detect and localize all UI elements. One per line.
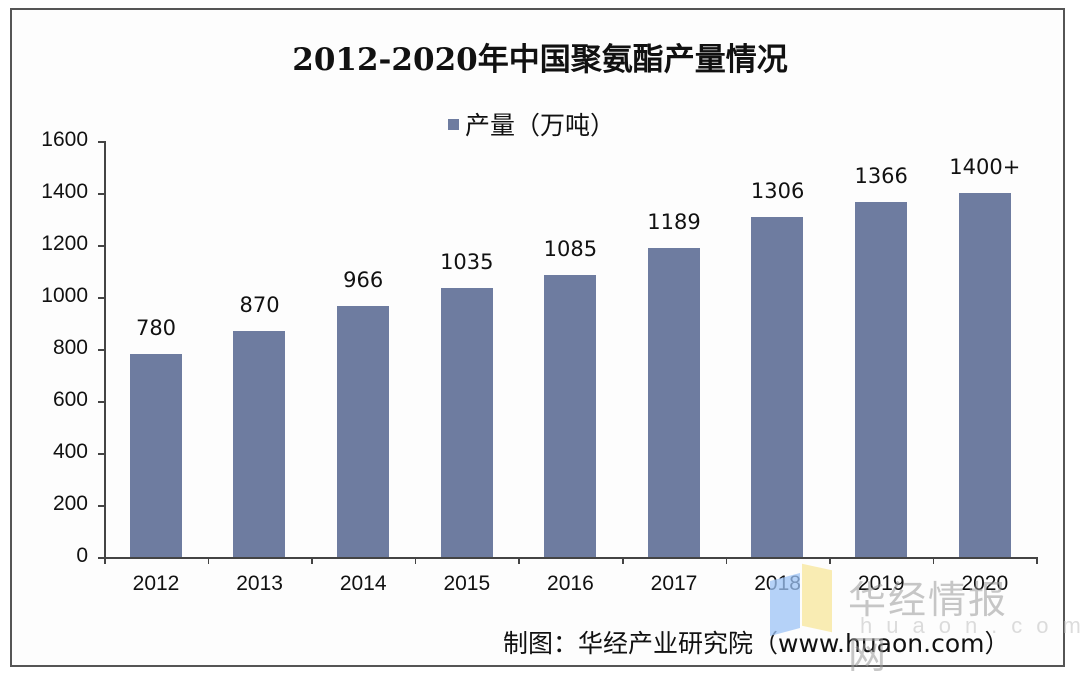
x-tick-label: 2017 <box>650 572 698 595</box>
x-tick <box>207 557 210 564</box>
y-axis <box>104 141 106 558</box>
y-tick <box>98 453 104 455</box>
y-tick <box>98 245 104 247</box>
x-tick <box>725 557 728 564</box>
x-tick-label: 2012 <box>132 572 180 595</box>
y-tick <box>98 193 104 195</box>
legend: 产量（万吨） <box>448 106 615 142</box>
data-label: 1306 <box>750 179 805 204</box>
y-tick <box>98 141 104 143</box>
data-label: 1035 <box>440 249 494 274</box>
bar-2013 <box>233 330 286 557</box>
data-label: 1189 <box>647 209 701 234</box>
x-tick-label: 2014 <box>339 572 387 595</box>
bar-2018 <box>751 217 804 557</box>
x-tick-label: 2018 <box>754 572 801 595</box>
y-tick-label: 400 <box>52 440 88 463</box>
data-label: 1400+ <box>949 155 1021 179</box>
y-tick-label: 600 <box>52 388 88 411</box>
x-tick-label: 2015 <box>443 572 491 595</box>
x-tick <box>829 557 831 564</box>
bar-2015 <box>440 287 493 557</box>
bar-2020 <box>958 193 1011 557</box>
y-tick <box>98 557 104 559</box>
data-label: 1366 <box>854 163 908 188</box>
x-tick-label: 2019 <box>857 572 905 595</box>
x-tick <box>932 557 935 564</box>
x-tick <box>104 557 106 564</box>
y-tick <box>98 297 104 299</box>
data-label: 966 <box>343 267 384 292</box>
chart-title: 2012-2020年中国聚氨酯产量情况 <box>292 42 788 78</box>
y-tick <box>98 401 104 403</box>
x-tick-label: 2013 <box>236 572 283 595</box>
y-tick-label: 0 <box>76 544 88 567</box>
x-tick <box>518 557 520 564</box>
data-label: 1085 <box>543 236 598 261</box>
legend-label: 产量（万吨） <box>465 111 616 140</box>
x-tick <box>622 557 624 564</box>
y-tick-label: 1000 <box>41 284 88 307</box>
x-tick-label: 2016 <box>547 572 594 595</box>
source-note: 制图：华经产业研究院（www.huaon.com） <box>503 629 1010 658</box>
x-tick <box>1036 557 1038 564</box>
bar-2012 <box>129 354 182 557</box>
y-tick-label: 1600 <box>41 128 88 151</box>
bar-2017 <box>647 247 700 557</box>
legend-swatch <box>448 118 459 130</box>
bar-2014 <box>337 305 389 557</box>
y-tick <box>98 505 104 507</box>
y-tick <box>98 349 104 351</box>
x-axis <box>98 557 1036 559</box>
y-tick-label: 800 <box>52 336 88 359</box>
y-tick-label: 200 <box>52 492 88 515</box>
data-label: 870 <box>239 292 280 317</box>
x-tick <box>311 557 313 564</box>
x-tick-label: 2020 <box>961 572 1009 595</box>
bar-2019 <box>855 201 907 557</box>
y-tick-label: 1200 <box>41 232 88 255</box>
bar-2016 <box>544 274 597 557</box>
data-label: 780 <box>135 316 177 341</box>
x-tick <box>414 557 417 564</box>
y-tick-label: 1400 <box>41 180 88 203</box>
